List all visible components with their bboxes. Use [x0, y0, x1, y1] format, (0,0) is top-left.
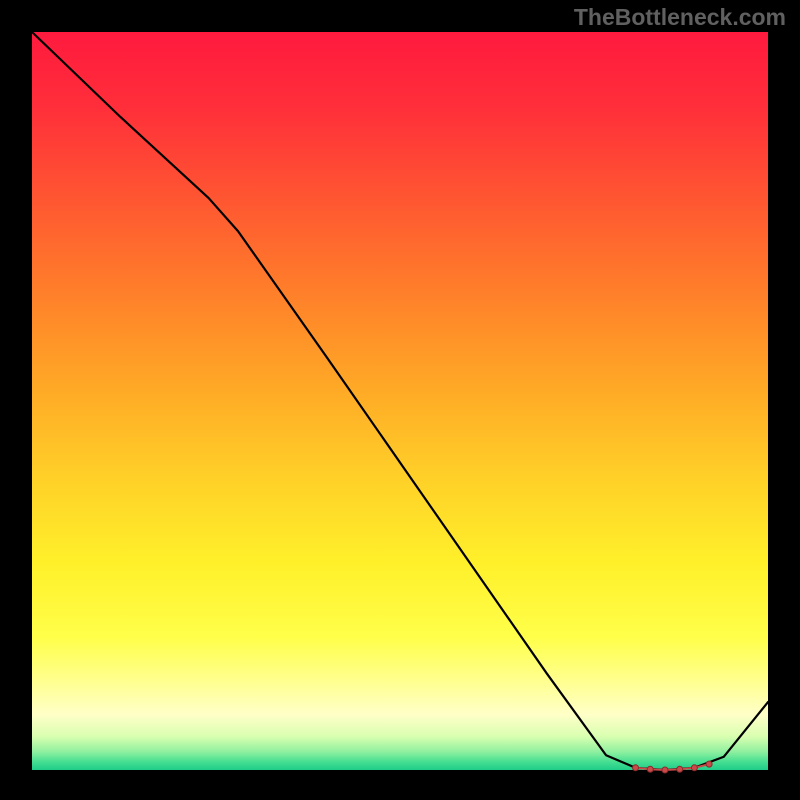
watermark-text: TheBottleneck.com — [574, 4, 786, 31]
frame-right — [768, 0, 800, 800]
bottleneck-chart — [0, 0, 800, 800]
curve-marker — [706, 761, 712, 767]
curve-marker — [647, 766, 653, 772]
curve-marker — [633, 765, 639, 771]
frame-left — [0, 0, 32, 800]
curve-marker — [691, 765, 697, 771]
curve-marker — [662, 767, 668, 773]
plot-background — [32, 32, 768, 770]
curve-marker — [677, 766, 683, 772]
frame-bottom — [0, 770, 800, 800]
